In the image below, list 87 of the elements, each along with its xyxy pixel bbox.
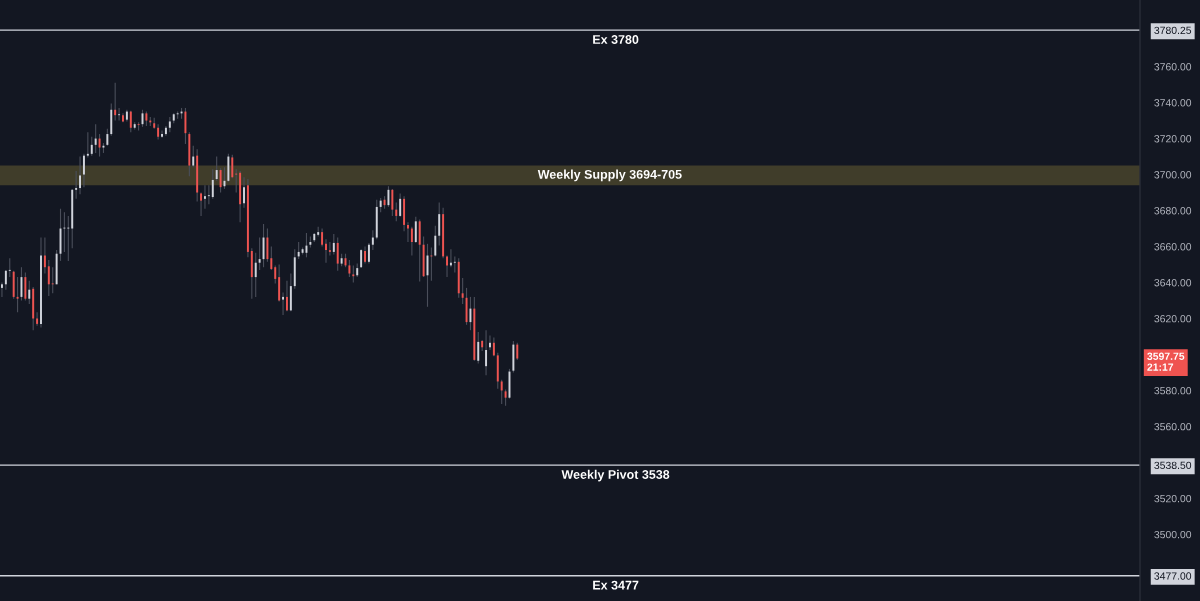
candlestick	[94, 123, 97, 154]
candlestick	[282, 291, 285, 316]
ref-line-label: Weekly Pivot 3538	[561, 469, 670, 482]
candlestick	[192, 145, 195, 168]
candlestick	[184, 107, 187, 145]
candlestick	[399, 192, 402, 218]
candlestick	[235, 168, 238, 194]
candlestick	[391, 188, 394, 217]
candlestick	[367, 242, 370, 265]
candlestick	[371, 229, 374, 251]
candlestick	[305, 232, 308, 258]
candlestick	[364, 245, 367, 265]
candlestick	[461, 277, 464, 305]
candlestick	[8, 257, 11, 278]
candlestick	[47, 259, 50, 297]
candlestick	[485, 329, 488, 376]
candlestick	[211, 168, 214, 200]
candlestick	[266, 227, 269, 263]
candlestick	[4, 269, 7, 291]
candlestick	[418, 218, 421, 283]
candlestick	[446, 254, 448, 278]
candlestick	[86, 131, 89, 159]
y-tick-label: 3780.25	[1154, 26, 1192, 35]
candlestick	[114, 82, 117, 122]
candlestick	[410, 226, 413, 257]
candlestick	[336, 236, 339, 272]
candlestick	[492, 336, 495, 357]
candlestick	[16, 276, 19, 313]
candlestick	[98, 133, 101, 158]
candlestick	[270, 245, 273, 271]
candlestick	[434, 225, 437, 257]
candlestick	[24, 272, 27, 302]
candlestick	[278, 263, 281, 302]
candlestick	[477, 331, 480, 365]
candlestick	[203, 184, 206, 210]
y-tick-label: 3477.00	[1154, 572, 1192, 580]
text: 3597.75 21:17	[1147, 352, 1185, 371]
candlestick	[332, 233, 335, 256]
y-tick-label: 3640.00	[1154, 279, 1192, 287]
candlestick	[469, 296, 472, 331]
candlestick	[82, 153, 85, 188]
candlestick	[387, 185, 390, 208]
candlestick	[51, 266, 54, 294]
candlestick	[215, 155, 218, 182]
candlestick	[262, 223, 265, 268]
candlestick	[395, 201, 398, 222]
y-tick-label: 3740.00	[1154, 99, 1192, 107]
y-tick-label: 3520.00	[1154, 494, 1192, 503]
ref-line-label: Ex 3780	[593, 35, 639, 44]
candlestick	[67, 215, 70, 262]
candlestick	[438, 201, 441, 247]
candlestick	[500, 379, 503, 405]
y-tick-label: 3620.00	[1154, 314, 1192, 323]
candlestick	[43, 236, 46, 275]
y-tick-label: 3560.00	[1154, 422, 1192, 431]
candlestick	[360, 248, 363, 269]
candlestick	[219, 167, 222, 194]
candlestick	[28, 280, 31, 305]
candlestick	[254, 252, 257, 298]
candlestick	[129, 110, 132, 133]
candlestick	[79, 155, 82, 195]
candlestick	[243, 176, 245, 209]
candlestick	[0, 281, 3, 298]
candlestick	[285, 280, 288, 312]
candlestick	[63, 211, 66, 253]
candlestick	[36, 311, 39, 327]
candlestick	[328, 241, 331, 257]
candlestick	[231, 154, 234, 179]
candlestick	[40, 236, 42, 329]
candlestick	[207, 184, 210, 205]
candlestick	[20, 266, 23, 302]
y-tick-label: 3538.50	[1154, 461, 1192, 470]
candlestick	[414, 216, 417, 244]
y-tick-label: 3700.00	[1154, 171, 1192, 179]
y-tick-label: 3500.00	[1154, 530, 1192, 539]
candlestick	[90, 136, 93, 157]
candlestick	[75, 170, 78, 200]
candlestick	[258, 236, 261, 271]
y-tick-label: 3680.00	[1154, 207, 1192, 215]
ref-line-label: Ex 3477	[593, 580, 639, 590]
y-tick-label: 3660.00	[1154, 243, 1192, 251]
band-label: Weekly Supply 3694-705	[537, 169, 682, 182]
y-tick-label: 3720.00	[1154, 135, 1192, 143]
y-tick-label: 3580.00	[1154, 386, 1192, 395]
y-tick-label: 3760.00	[1154, 63, 1192, 71]
candlestick	[122, 112, 124, 123]
candlestick	[118, 107, 121, 122]
